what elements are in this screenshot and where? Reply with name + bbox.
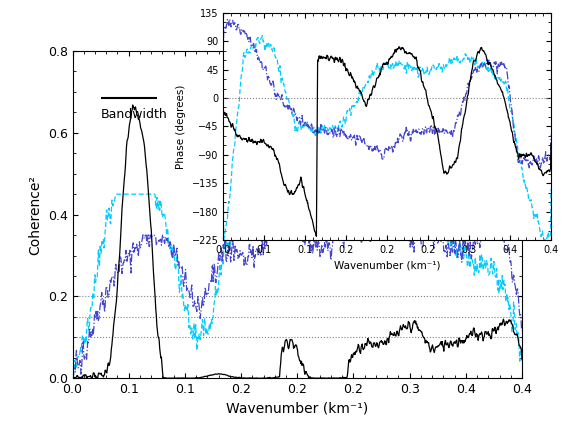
Y-axis label: Coherence²: Coherence² — [28, 175, 42, 255]
X-axis label: Wavenumber (km⁻¹): Wavenumber (km⁻¹) — [226, 402, 368, 416]
Text: Bandwidth: Bandwidth — [100, 108, 168, 121]
X-axis label: Wavenumber (km⁻¹): Wavenumber (km⁻¹) — [334, 261, 440, 271]
Y-axis label: Phase (degrees): Phase (degrees) — [176, 84, 186, 169]
